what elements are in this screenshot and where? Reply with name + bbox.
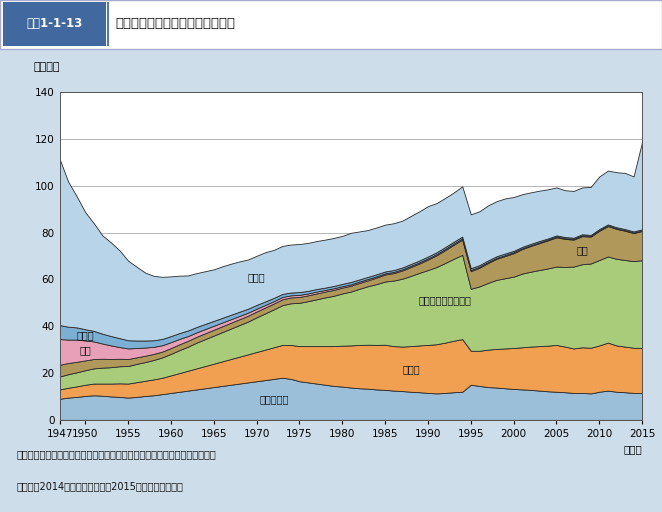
- Text: （年）: （年）: [624, 444, 642, 455]
- Bar: [3, 3, 106, 46]
- Text: 胃腸炎: 胃腸炎: [77, 330, 94, 340]
- Text: 結核: 結核: [79, 346, 91, 355]
- Text: 図表1-1-13: 図表1-1-13: [26, 17, 82, 30]
- Text: （万人）: （万人）: [33, 61, 60, 72]
- Text: 肺炎: 肺炎: [577, 245, 588, 255]
- Text: 悪性新生物（がん）: 悪性新生物（がん）: [418, 295, 471, 305]
- Text: 資料：厚生労働省政策統括官付人口動態・保健社会統計室「人口動態統計」: 資料：厚生労働省政策統括官付人口動態・保健社会統計室「人口動態統計」: [17, 450, 216, 459]
- Text: 主な死因別に見た死亡者数の推移: 主な死因別に見た死亡者数の推移: [116, 17, 236, 30]
- Text: （注）　2014年までは確定数、2015年は概数である。: （注） 2014年までは確定数、2015年は概数である。: [17, 481, 183, 492]
- Text: その他: その他: [248, 272, 265, 282]
- Bar: [107, 3, 109, 46]
- Text: 脳血管疾患: 脳血管疾患: [259, 394, 289, 404]
- Text: 心疾患: 心疾患: [402, 364, 420, 374]
